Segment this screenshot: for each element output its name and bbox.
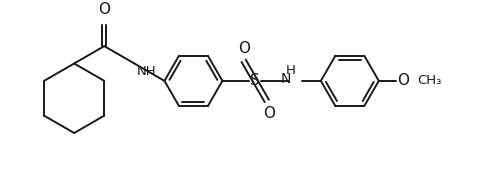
Text: N: N bbox=[281, 72, 291, 86]
Text: H: H bbox=[286, 64, 296, 77]
Text: NH: NH bbox=[136, 65, 156, 78]
Text: S: S bbox=[250, 73, 260, 88]
Text: CH₃: CH₃ bbox=[418, 74, 442, 87]
Text: O: O bbox=[263, 106, 275, 121]
Text: O: O bbox=[397, 73, 409, 88]
Text: O: O bbox=[238, 41, 249, 56]
Text: O: O bbox=[98, 2, 110, 17]
